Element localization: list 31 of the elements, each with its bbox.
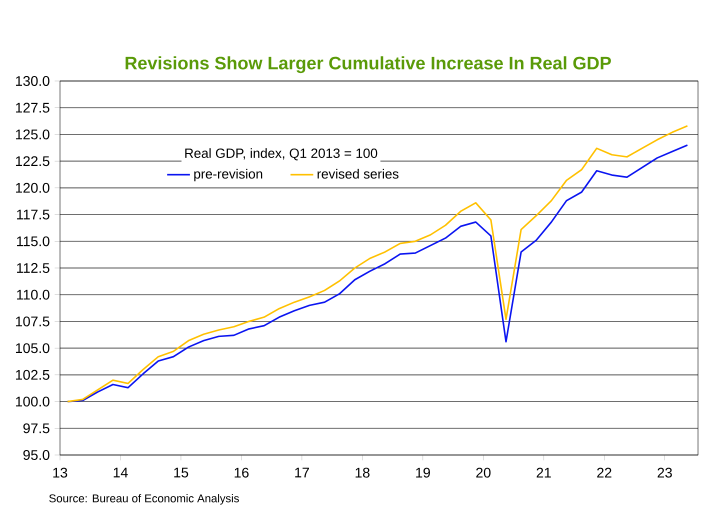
x-tick-label: 21 — [536, 468, 551, 478]
x-tick-label: 14 — [114, 468, 128, 478]
legend-label: revised series — [318, 168, 398, 179]
y-tick-label: 122.5 — [16, 156, 50, 166]
x-tick-label: 18 — [356, 468, 370, 478]
x-tick-label: 20 — [476, 468, 491, 478]
x-tick-label: 13 — [53, 468, 68, 478]
y-tick-label: 125.0 — [16, 129, 50, 140]
y-tick-label: 115.0 — [17, 236, 50, 246]
y-tick-label: 120.0 — [16, 182, 50, 193]
x-tick-label: 15 — [174, 468, 188, 478]
y-tick-label: 107.5 — [16, 316, 50, 326]
legend-title: Real GDP, index, Q1 2013 = 100 — [185, 148, 378, 160]
y-tick-label: 105.0 — [16, 343, 50, 354]
y-tick-label: 102.5 — [16, 370, 50, 380]
source-note: Source: Bureau of Economic Analysis — [49, 494, 239, 505]
x-tick-label: 19 — [416, 468, 430, 478]
chart-title: Revisions Show Larger Cumulative Increase In Real GDP — [126, 56, 611, 74]
y-tick-label: 117.5 — [17, 210, 50, 220]
x-tick-label: 22 — [597, 468, 612, 478]
y-tick-label: 100.0 — [16, 396, 50, 407]
legend-label: pre-revision — [194, 168, 262, 182]
y-tick-label: 127.5 — [16, 102, 50, 113]
y-tick-label: 130.0 — [16, 76, 50, 86]
y-tick-label: 97.5 — [23, 423, 50, 434]
x-tick-label: 16 — [234, 468, 249, 478]
y-tick-label: 112.5 — [17, 263, 50, 273]
y-tick-label: 110.0 — [17, 290, 50, 300]
x-tick-label: 23 — [658, 468, 672, 478]
x-tick-label: 17 — [295, 468, 309, 478]
y-tick-label: 95.0 — [23, 450, 50, 460]
